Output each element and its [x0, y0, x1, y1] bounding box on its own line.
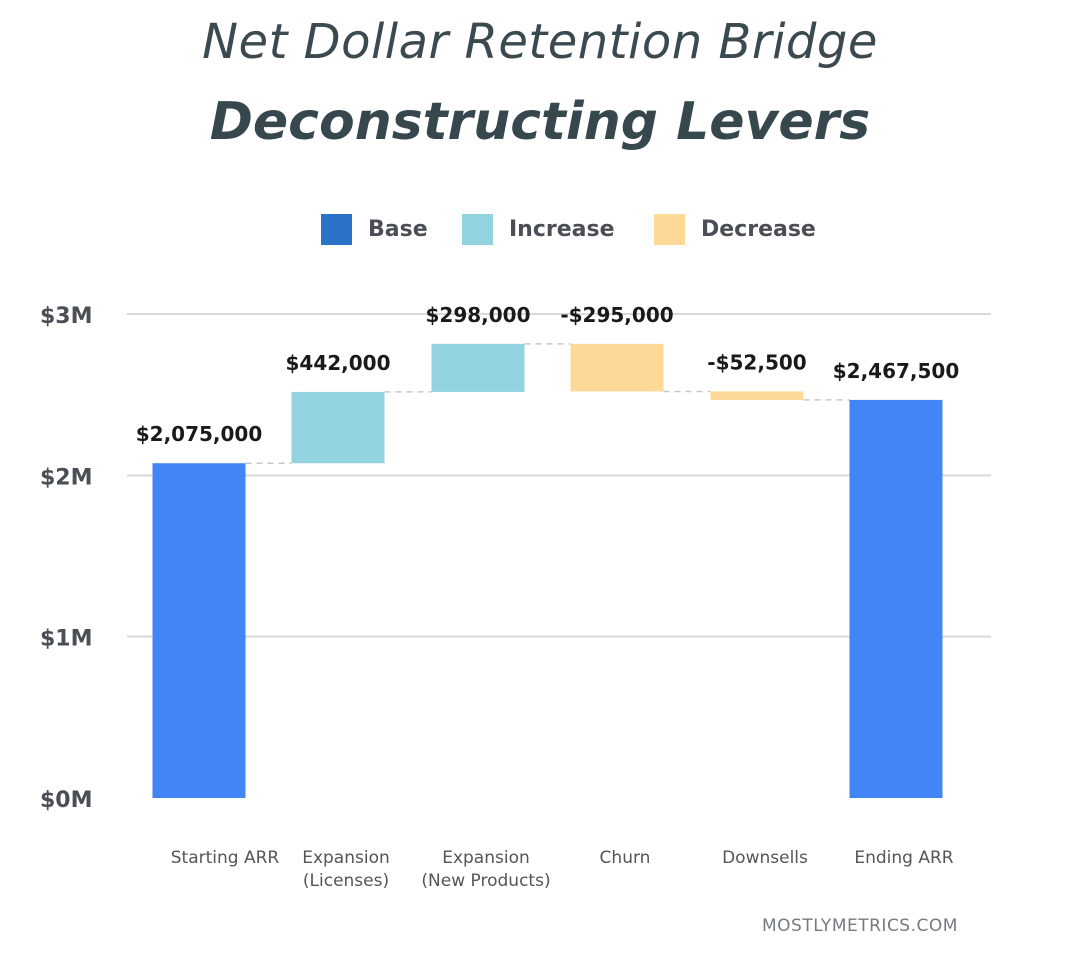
y-tick-label: $0M — [40, 788, 93, 813]
legend-item-increase: Increase — [462, 213, 615, 245]
legend-label-decrease: Decrease — [701, 216, 816, 242]
category-label: Starting ARR — [171, 848, 280, 868]
legend-item-base: Base — [321, 213, 428, 245]
chart-title: Net Dollar Retention Bridge — [202, 14, 878, 70]
bar-base — [152, 463, 246, 798]
legend: Base Increase Decrease — [0, 213, 1080, 245]
footer-source: MOSTLYMETRICS.COM — [762, 916, 958, 936]
legend-item-decrease: Decrease — [654, 213, 816, 245]
category-label: Downsells — [722, 848, 808, 868]
category-label: (New Products) — [421, 871, 550, 891]
category-label: Ending ARR — [854, 848, 953, 868]
data-label: -$295,000 — [560, 303, 673, 327]
y-tick-label: $1M — [40, 627, 93, 652]
bar-base — [849, 399, 943, 798]
bar-increase — [291, 391, 385, 464]
data-label: $2,467,500 — [833, 359, 960, 383]
category-label: Expansion — [302, 848, 390, 868]
chart-subtitle: Deconstructing Levers — [209, 92, 871, 152]
data-label: -$52,500 — [707, 350, 806, 374]
data-label: $442,000 — [285, 351, 390, 375]
category-label: (Licenses) — [303, 871, 389, 891]
category-label: Churn — [600, 848, 651, 868]
category-label: Expansion — [442, 848, 530, 868]
legend-label-base: Base — [368, 216, 428, 242]
bar-decrease — [570, 343, 664, 392]
data-label: $298,000 — [425, 303, 530, 327]
legend-swatch-decrease — [654, 213, 685, 245]
legend-swatch-increase — [462, 213, 493, 245]
bar-increase — [431, 343, 525, 392]
y-tick-label: $3M — [40, 304, 93, 329]
bar-decrease — [710, 391, 804, 400]
data-label: $2,075,000 — [136, 422, 263, 446]
legend-label-increase: Increase — [509, 216, 615, 242]
y-tick-label: $2M — [40, 465, 93, 490]
legend-swatch-base — [321, 213, 352, 245]
